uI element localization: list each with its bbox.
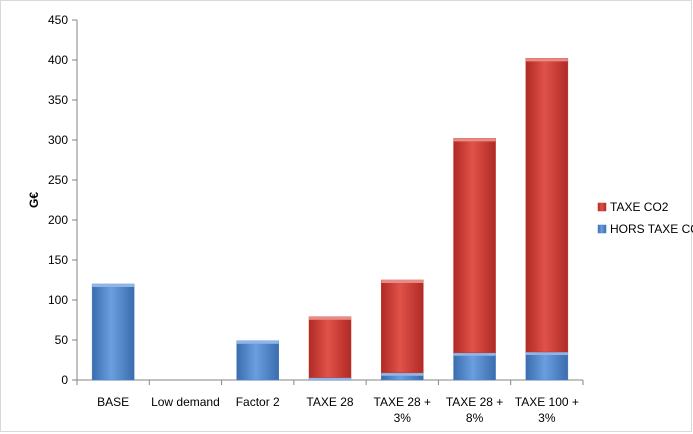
bar-top-highlight [381, 372, 424, 376]
bar-top-highlight [236, 340, 279, 344]
y-axis-title: G€ [27, 192, 41, 208]
y-tick-label: 400 [48, 53, 68, 67]
y-tick-label: 150 [48, 253, 68, 267]
legend-swatch [597, 202, 607, 212]
bar-top-highlight [453, 352, 496, 356]
legend-swatch [597, 224, 607, 234]
y-tick-label: 0 [61, 373, 68, 387]
bar-hors-taxe-co2 [91, 283, 135, 381]
bar-top-highlight [309, 377, 351, 380]
x-category-label: 3% [394, 411, 412, 425]
x-category-label: TAXE 28 + [446, 395, 503, 409]
bar-top-highlight [525, 58, 568, 62]
y-tick-label: 50 [55, 333, 69, 347]
axes: 0 50 100 150 200 250 300 350 400 450 [48, 13, 584, 387]
bar-top-highlight [525, 352, 568, 355]
y-tick-label: 300 [48, 133, 68, 147]
bars [91, 58, 569, 381]
legend-label: TAXE CO2 [610, 200, 669, 214]
legend-label: HORS TAXE CO2 [610, 222, 693, 236]
y-tick-label: 100 [48, 293, 68, 307]
x-category-label: Low demand [151, 395, 220, 409]
x-category-label: 8% [466, 411, 484, 425]
bar-taxe-co2 [525, 58, 569, 353]
bar-top-highlight [453, 138, 496, 142]
x-category-label: TAXE 100 + [515, 395, 579, 409]
bar-top-highlight [309, 316, 351, 320]
bar-taxe-co2 [308, 316, 352, 378]
bar-hors-taxe-co2 [236, 340, 279, 381]
bar-hors-taxe-co2 [525, 351, 569, 381]
x-category-label: BASE [97, 395, 129, 409]
bar-top-highlight [92, 284, 135, 287]
y-tick-label: 350 [48, 93, 68, 107]
y-tick-label: 250 [48, 173, 68, 187]
y-tick-label: 450 [48, 13, 68, 27]
bar-top-highlight [381, 280, 424, 283]
x-category-label: TAXE 28 + [374, 395, 431, 409]
bar-hors-taxe-co2 [453, 352, 496, 381]
axis-labels: G€ BASE Low demand Factor 2 TAXE 28 TAXE 28 +… [27, 192, 579, 425]
y-tick-label: 200 [48, 213, 68, 227]
x-category-label: TAXE 28 [306, 395, 353, 409]
bar-taxe-co2 [453, 138, 496, 354]
x-category-label: 3% [538, 411, 556, 425]
legend: TAXE CO2 HORS TAXE CO2 [597, 200, 693, 236]
x-category-label: Factor 2 [236, 395, 280, 409]
bar-taxe-co2 [381, 279, 424, 374]
